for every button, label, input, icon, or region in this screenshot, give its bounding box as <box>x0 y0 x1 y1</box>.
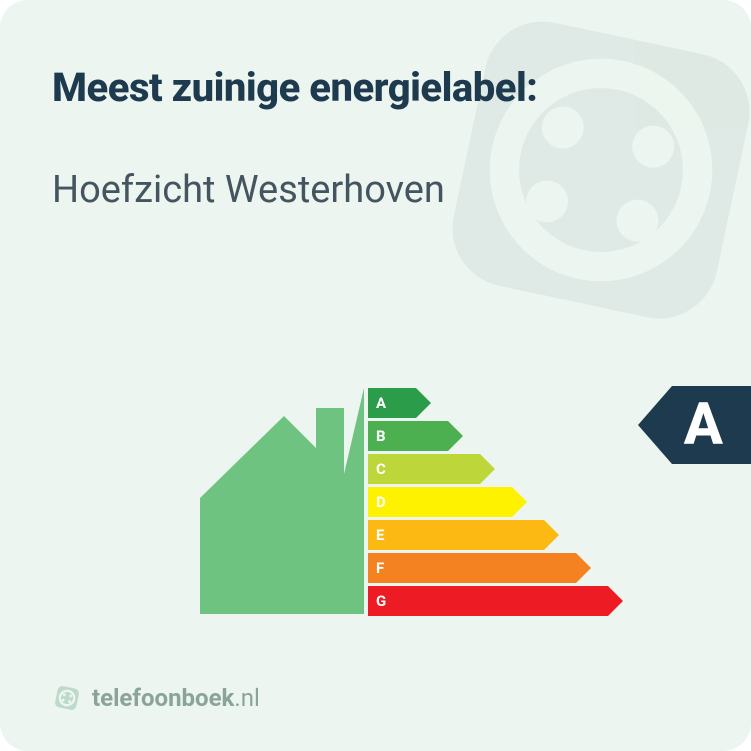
selected-energy-letter: A <box>684 396 723 454</box>
brand-text: telefoonboek.nl <box>92 684 260 712</box>
footer-brand: telefoonboek.nl <box>52 683 260 713</box>
bar-label: D <box>376 487 386 517</box>
location-name: Hoefzicht Westerhoven <box>52 168 445 212</box>
bar-shape-icon <box>368 487 527 517</box>
energy-label-card: Meest zuinige energielabel: Hoefzicht We… <box>0 0 751 751</box>
bar-shape-icon <box>368 520 559 550</box>
bar-label: B <box>376 421 386 451</box>
brand-name: telefoonboek <box>92 684 234 712</box>
bar-label: G <box>376 586 386 616</box>
brand-phone-icon <box>52 683 82 713</box>
bar-label: F <box>376 553 384 583</box>
bar-label: E <box>376 520 384 550</box>
brand-tld: .nl <box>234 684 259 712</box>
badge-body: A <box>672 386 751 464</box>
bar-shape-icon <box>368 553 591 583</box>
bar-label: C <box>376 454 386 484</box>
badge-arrow-icon <box>638 386 672 464</box>
card-title: Meest zuinige energielabel: <box>52 64 537 111</box>
bar-shape-icon <box>368 454 495 484</box>
house-icon <box>188 378 368 618</box>
bar-label: A <box>376 388 386 418</box>
bar-shape-icon <box>368 586 623 616</box>
watermark-phone-icon <box>391 0 751 380</box>
selected-energy-badge: A <box>638 386 751 464</box>
